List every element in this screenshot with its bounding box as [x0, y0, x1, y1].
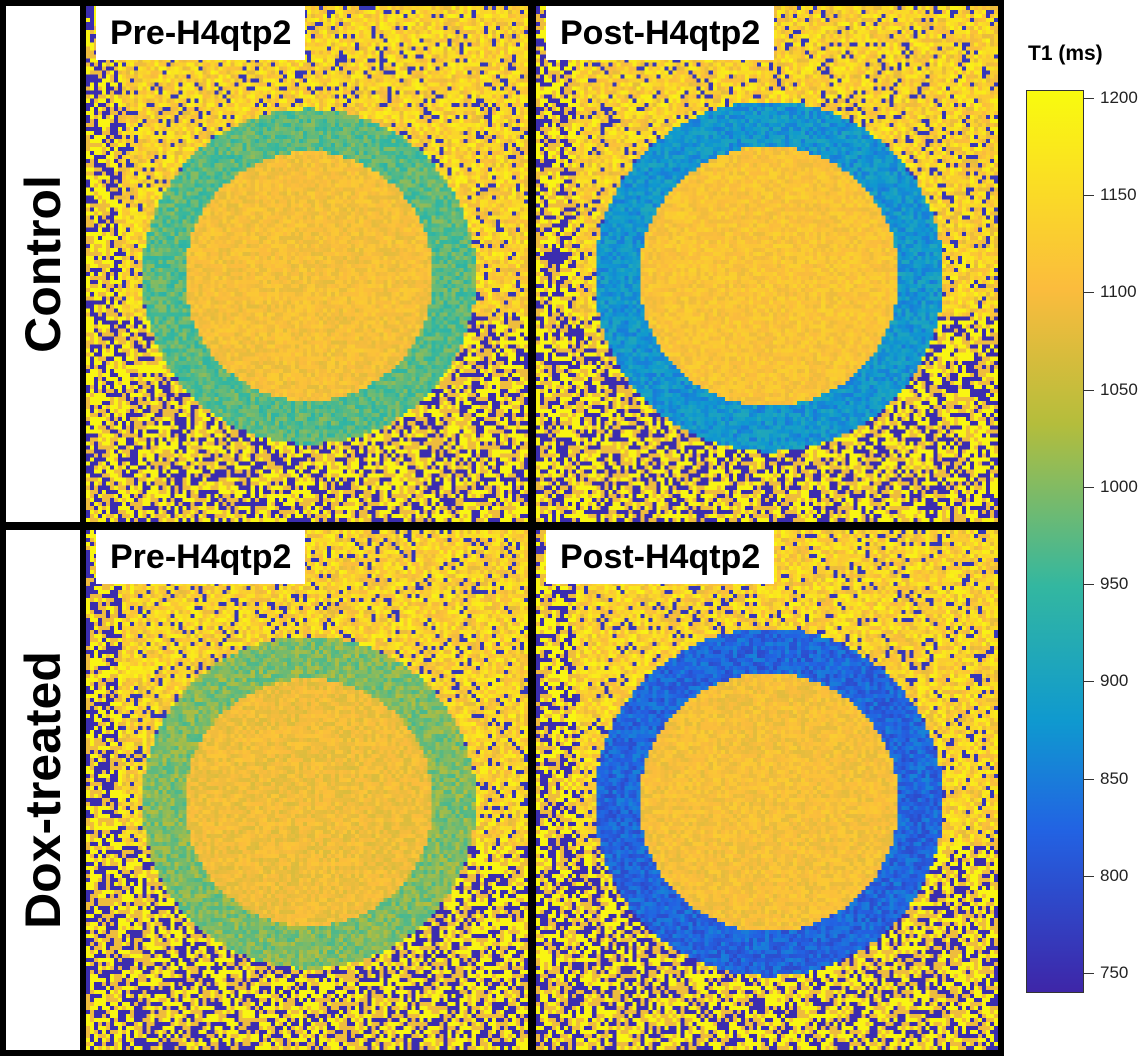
- t1-map-dox-pre: [86, 530, 528, 1050]
- colorbar-tick: [1084, 486, 1094, 488]
- colorbar-tick-label: 850: [1100, 768, 1129, 788]
- colorbar-legend: T1 (ms) 1200 1150 1100 1050 1000 950 900 850 800…: [1008, 20, 1146, 1000]
- colorbar-tick-label: 900: [1100, 671, 1129, 691]
- panel-control-post: Post-H4qtp2: [536, 6, 998, 522]
- colorbar-tick: [1084, 681, 1094, 683]
- colorbar-tick: [1084, 98, 1094, 99]
- colorbar-title: T1 (ms): [1028, 42, 1103, 65]
- t1-map-dox-post: [536, 530, 998, 1050]
- colorbar-tick-label: 1200: [1100, 88, 1138, 107]
- colorbar-tick-label: 1150: [1100, 185, 1137, 205]
- colorbar-tick-label: 950: [1100, 574, 1129, 594]
- panel-dox-post: Post-H4qtp2: [536, 530, 998, 1050]
- row-label-cell-dox: Dox-treated: [6, 530, 80, 1050]
- t1-map-control-post: [536, 6, 998, 522]
- colorbar-tick: [1084, 584, 1094, 586]
- colorbar-tick-label: 1000: [1100, 476, 1138, 496]
- colorbar-tick-label: 750: [1100, 963, 1129, 982]
- colorbar-tick: [1084, 875, 1094, 877]
- colorbar-tick-label: 1050: [1100, 379, 1138, 399]
- panel-label: Pre-H4qtp2: [96, 6, 306, 60]
- t1-map-control-pre: [86, 6, 528, 522]
- colorbar-tick-label: 1100: [1100, 282, 1137, 302]
- row-label-control: Control: [15, 175, 71, 353]
- colorbar-gradient: [1026, 90, 1084, 993]
- colorbar-tick: [1084, 973, 1094, 974]
- panel-control-pre: Pre-H4qtp2: [86, 6, 528, 522]
- colorbar-tick: [1084, 778, 1094, 780]
- row-label-cell-control: Control: [6, 6, 80, 522]
- colorbar-tick-label: 800: [1100, 865, 1129, 885]
- colorbar-tick: [1084, 292, 1094, 294]
- panel-label: Pre-H4qtp2: [96, 530, 306, 584]
- colorbar-tick: [1084, 195, 1094, 197]
- panel-label: Post-H4qtp2: [546, 6, 775, 60]
- row-label-dox-treated: Dox-treated: [15, 651, 71, 929]
- panel-label: Post-H4qtp2: [546, 530, 775, 584]
- colorbar-tick: [1084, 389, 1094, 391]
- panel-dox-pre: Pre-H4qtp2: [86, 530, 528, 1050]
